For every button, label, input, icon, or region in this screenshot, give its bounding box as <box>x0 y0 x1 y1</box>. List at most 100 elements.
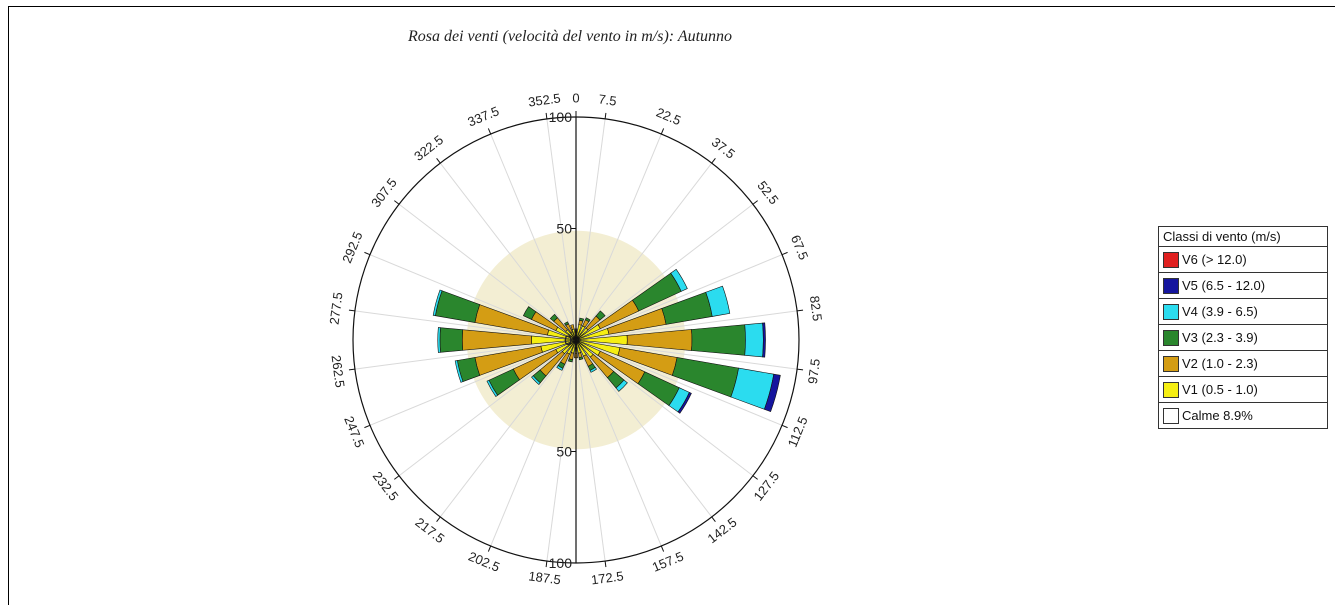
radial-gridline <box>398 203 577 341</box>
legend-entry: V3 (2.3 - 3.9) <box>1159 325 1327 351</box>
wind-bar-segment <box>432 289 443 317</box>
direction-label: 37.5 <box>709 134 738 161</box>
radial-gridline <box>575 310 798 341</box>
wind-bar-segment <box>531 375 541 385</box>
wind-bar-segment <box>691 324 746 356</box>
legend-label: V1 (0.5 - 1.0) <box>1182 382 1258 397</box>
direction-tick <box>797 368 804 371</box>
direction-label: 52.5 <box>754 178 781 207</box>
direction-tick <box>660 545 665 552</box>
direction-label: 67.5 <box>788 233 812 262</box>
direction-tick <box>436 516 441 522</box>
wind-bar-segment <box>522 306 537 320</box>
wind-bar-segment <box>437 327 441 353</box>
direction-tick <box>797 309 804 312</box>
direction-tick <box>660 128 665 135</box>
legend-swatch <box>1163 303 1179 320</box>
wind-bar-segment <box>589 366 597 373</box>
radial-gridline <box>439 339 577 518</box>
wind-bar-segment <box>435 290 481 323</box>
direction-tick <box>348 309 355 312</box>
direction-label: 217.5 <box>412 514 447 546</box>
legend-label: V2 (1.0 - 2.3) <box>1182 356 1258 371</box>
radial-gridline <box>439 162 577 341</box>
wind-bar-segment <box>670 268 688 292</box>
direction-label: 352.5 <box>527 90 561 109</box>
radial-gridline <box>575 339 798 370</box>
direction-label: 337.5 <box>465 103 501 129</box>
radial-gridline <box>575 133 662 341</box>
direction-tick <box>781 251 788 256</box>
direction-label: 277.5 <box>326 291 345 325</box>
wind-bar-segment <box>564 321 569 326</box>
radial-gridline <box>575 118 606 341</box>
radial-tick-label: 100 <box>549 109 573 125</box>
radial-gridline <box>575 339 754 477</box>
radial-gridline <box>369 254 577 341</box>
legend-swatch <box>1163 355 1179 372</box>
wind-bar-segment <box>570 324 575 330</box>
legend-label: V6 (> 12.0) <box>1182 252 1247 267</box>
direction-label: 127.5 <box>751 469 783 504</box>
radial-gridline <box>354 339 577 370</box>
direction-tick <box>436 158 441 164</box>
direction-tick <box>752 475 758 480</box>
direction-tick <box>545 112 548 119</box>
wind-bar-segment <box>454 360 464 383</box>
wind-bar-segment <box>677 391 692 414</box>
direction-tick <box>545 561 548 568</box>
radial-gridline <box>575 254 783 341</box>
radial-tick-label: 0 <box>564 332 572 348</box>
radial-gridline <box>575 162 713 341</box>
radial-gridline <box>546 118 577 341</box>
chart-frame <box>8 6 1335 605</box>
wind-bar-segment <box>615 379 628 392</box>
direction-label: 142.5 <box>705 514 740 546</box>
radial-gridline <box>575 339 606 562</box>
legend-swatch <box>1163 329 1179 346</box>
radial-tick-label: 50 <box>556 221 572 237</box>
chart-legend: Classi di vento (m/s) V6 (> 12.0) V5 (6.5… <box>1158 226 1328 429</box>
direction-tick <box>394 475 400 480</box>
radial-gridline <box>398 339 577 477</box>
radial-gridline <box>490 339 577 547</box>
direction-label: 307.5 <box>368 175 400 210</box>
wind-bar-segment <box>763 373 781 412</box>
wind-bar-segment <box>439 327 464 353</box>
radial-tick-label: 100 <box>549 555 573 571</box>
direction-tick <box>604 112 607 119</box>
radial-tick-label: 0 <box>564 332 572 348</box>
wind-bar-segment <box>595 310 606 321</box>
direction-label: 247.5 <box>341 414 367 450</box>
wind-bar-segment <box>549 313 558 322</box>
legend-entry: V6 (> 12.0) <box>1159 247 1327 273</box>
wind-bar-segment <box>705 285 731 317</box>
direction-label: 7.5 <box>598 91 618 108</box>
wind-bar-segment <box>486 379 499 397</box>
wind-bar-segment <box>567 358 573 363</box>
legend-label: V3 (2.3 - 3.9) <box>1182 330 1258 345</box>
legend-label: Calme 8.9% <box>1182 408 1253 423</box>
legend-swatch <box>1163 381 1179 398</box>
legend-entry: V2 (1.0 - 2.3) <box>1159 351 1327 377</box>
direction-tick <box>781 424 788 429</box>
wind-bar-segment <box>556 365 564 371</box>
direction-label: 97.5 <box>805 358 823 385</box>
radial-tick-label: 50 <box>556 444 572 460</box>
radial-gridline <box>369 339 577 426</box>
direction-tick <box>364 424 371 429</box>
radial-gridline <box>575 203 754 341</box>
wind-bar-segment <box>578 356 584 361</box>
direction-label: 187.5 <box>528 568 562 587</box>
wind-bar-segment <box>762 322 766 358</box>
wind-bar-segment <box>744 322 764 358</box>
direction-tick <box>487 128 492 135</box>
direction-tick <box>348 368 355 371</box>
direction-label: 322.5 <box>411 132 446 164</box>
direction-label: 202.5 <box>466 549 502 575</box>
radial-gridline <box>354 310 577 341</box>
legend-entry: V1 (0.5 - 1.0) <box>1159 377 1327 403</box>
direction-label: 82.5 <box>807 295 825 322</box>
wind-bar-segment <box>579 317 585 322</box>
